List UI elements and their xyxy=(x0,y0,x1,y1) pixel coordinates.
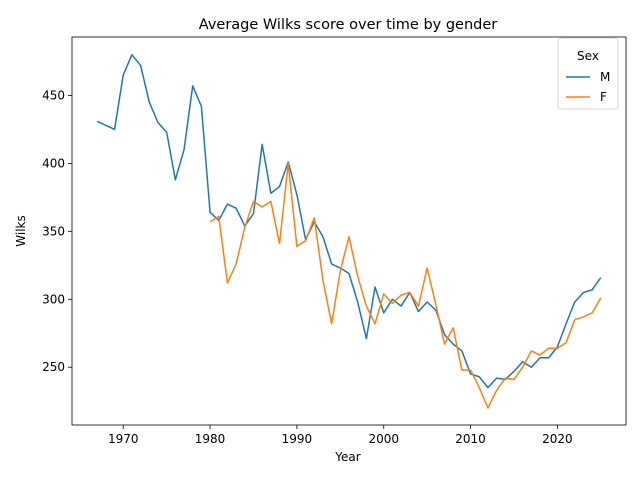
x-tick-label: 2020 xyxy=(542,432,573,446)
y-tick-label: 300 xyxy=(42,292,65,306)
y-tick-label: 450 xyxy=(42,88,65,102)
x-tick-label: 2010 xyxy=(455,432,486,446)
plot-frame xyxy=(71,36,627,426)
legend-label: F xyxy=(600,90,607,104)
legend-title: Sex xyxy=(577,49,599,63)
legend-entries: MF xyxy=(566,70,610,104)
x-axis: 1970 1980 1990 2000 2010 2020 xyxy=(108,425,573,446)
y-axis: 250 300 350 400 450 xyxy=(42,88,72,374)
y-tick-label: 350 xyxy=(42,224,65,238)
y-tick-label: 250 xyxy=(42,360,65,374)
y-axis-label: Wilks xyxy=(14,215,28,246)
series-layer xyxy=(96,53,602,409)
x-axis-label: Year xyxy=(334,450,360,464)
x-tick-label: 2000 xyxy=(368,432,399,446)
series-line-m xyxy=(96,53,602,389)
legend-label: M xyxy=(600,70,610,84)
legend-box xyxy=(557,37,619,110)
x-tick-label: 1980 xyxy=(195,432,226,446)
legend: Sex MF xyxy=(557,37,619,110)
y-tick-label: 400 xyxy=(42,156,65,170)
series-line-f xyxy=(209,162,602,409)
chart-title: Average Wilks score over time by gender xyxy=(199,17,498,33)
x-tick-label: 1970 xyxy=(108,432,139,446)
x-tick-label: 1990 xyxy=(282,432,313,446)
